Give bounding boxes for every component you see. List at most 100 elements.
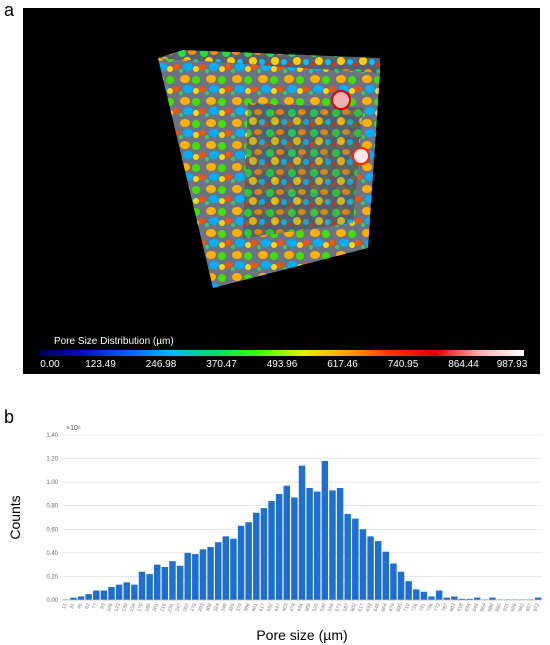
histogram-bar: [374, 541, 382, 600]
x-tick-label: 123: [114, 602, 123, 612]
x-tick-label: 509: [304, 602, 313, 612]
histogram-bar: [245, 522, 252, 600]
x-tick-label: 834: [464, 602, 473, 612]
colorbar-tick-label: 0.00: [40, 359, 60, 370]
histogram-bar: [85, 594, 92, 600]
histogram-bar: [222, 536, 230, 600]
x-tick-label: 803: [449, 602, 458, 612]
colorbar-tick-label: 370.47: [206, 359, 237, 370]
x-tick-label: 108: [106, 602, 115, 612]
histogram-bar: [176, 565, 184, 600]
histogram-bar: [253, 512, 260, 600]
histogram-bar: [306, 488, 313, 600]
x-tick-label: 679: [388, 602, 397, 612]
colorbar: [40, 350, 524, 356]
x-tick-label: 695: [395, 602, 404, 612]
x-tick-label: 170: [136, 602, 145, 612]
x-tick-label: 710: [403, 602, 412, 612]
x-tick-label: 340: [220, 602, 229, 612]
histogram-bar: [329, 490, 336, 600]
histogram-bar: [451, 596, 458, 600]
histogram-bar: [108, 587, 115, 600]
histogram-bar: [291, 497, 298, 600]
x-tick-label: 726: [411, 602, 420, 612]
x-tick-label: 880: [487, 602, 496, 612]
histogram-bar: [298, 465, 306, 600]
histogram-bar: [77, 596, 85, 600]
histogram-bar: [352, 518, 359, 600]
x-tick-label: 201: [152, 602, 161, 612]
histogram-bar: [283, 485, 290, 600]
x-tick-label: 231: [167, 602, 176, 612]
histogram-bar: [405, 581, 412, 600]
histogram-bar: [275, 493, 283, 600]
histogram-bar: [359, 529, 367, 600]
x-tick-label: 818: [456, 602, 465, 612]
colorbar-tick-label: 740.95: [387, 359, 419, 370]
histogram-bar: [397, 571, 405, 600]
histogram-bar: [115, 584, 123, 600]
histogram-bar: [443, 597, 450, 600]
histogram-bar: [420, 591, 428, 600]
panel-b-label: b: [4, 407, 15, 427]
x-tick-label: 787: [441, 602, 450, 612]
x-tick-label: 478: [289, 602, 298, 612]
y-multiplier: ×10⁶: [66, 425, 81, 432]
cube-top-face: [158, 50, 380, 73]
histogram-bar: [161, 567, 169, 600]
x-tick-label: 540: [319, 602, 328, 612]
histogram-bar: [123, 582, 130, 600]
pore-rendering-panel: Pore Size Distribution (µm) 0.00 123.49 24…: [23, 8, 540, 374]
histogram-bar: [154, 564, 161, 600]
x-tick-label: 741: [418, 602, 427, 612]
histogram-bar: [268, 501, 275, 600]
x-tick-label: 185: [144, 602, 153, 612]
histogram-bar: [474, 597, 481, 600]
x-tick-label: 278: [190, 602, 199, 612]
histogram-bar: [489, 597, 496, 600]
x-axis-label: Pore size (µm): [256, 627, 347, 643]
histogram-bar: [413, 589, 420, 600]
x-tick-label: 417: [258, 602, 267, 612]
x-tick-label: 247: [174, 602, 183, 612]
colorbar-tick-label: 987.93: [496, 359, 528, 370]
x-tick-label: 154: [129, 602, 138, 612]
histogram-bar: [169, 561, 176, 600]
x-tick-label: 139: [121, 602, 130, 612]
histogram-bar: [230, 538, 237, 600]
histogram-bar: [390, 563, 397, 600]
x-tick-label: 911: [502, 602, 510, 612]
colorbar-tick-label: 617.46: [327, 359, 358, 370]
colorbar-tick-label: 864.44: [448, 359, 479, 370]
x-tick-label: 77: [92, 602, 100, 609]
histogram-bar: [336, 488, 344, 600]
x-tick-label: 617: [357, 602, 366, 612]
histogram-bar: [207, 546, 214, 600]
y-tick-label: 0.60: [46, 527, 58, 533]
histogram-bar: [184, 552, 191, 600]
histogram-bar: [199, 549, 207, 600]
histogram-bar: [100, 590, 108, 600]
y-tick-label: 0.00: [46, 598, 58, 604]
colorbar-tick-label: 246.98: [145, 359, 177, 370]
histogram-bar: [146, 574, 153, 600]
x-tick-label: 648: [373, 602, 382, 612]
x-tick-label: 15: [61, 602, 69, 609]
x-tick-label: 309: [205, 602, 214, 612]
histogram-bar: [466, 598, 473, 600]
histogram-bar: [435, 590, 443, 600]
x-tick-label: 62: [84, 602, 92, 609]
histogram-bar: [214, 542, 222, 600]
x-tick-label: 432: [266, 602, 275, 612]
x-tick-label: 93: [99, 602, 107, 609]
x-tick-label: 293: [197, 602, 206, 612]
y-tick-label: 1.20: [46, 457, 58, 463]
x-tick-label: 633: [365, 602, 374, 612]
x-tick-label: 463: [281, 602, 290, 612]
x-tick-label: 972: [533, 602, 542, 612]
x-tick-label: 756: [426, 602, 435, 612]
x-tick-label: 895: [494, 602, 503, 612]
pore-size-histogram: 0.00 0.20 0.40 0.60 0.80 1.00 1.20 1.40 ×10⁶ 15 31…: [7, 425, 542, 643]
histogram-bar: [534, 597, 542, 600]
histogram-bar: [138, 571, 146, 600]
